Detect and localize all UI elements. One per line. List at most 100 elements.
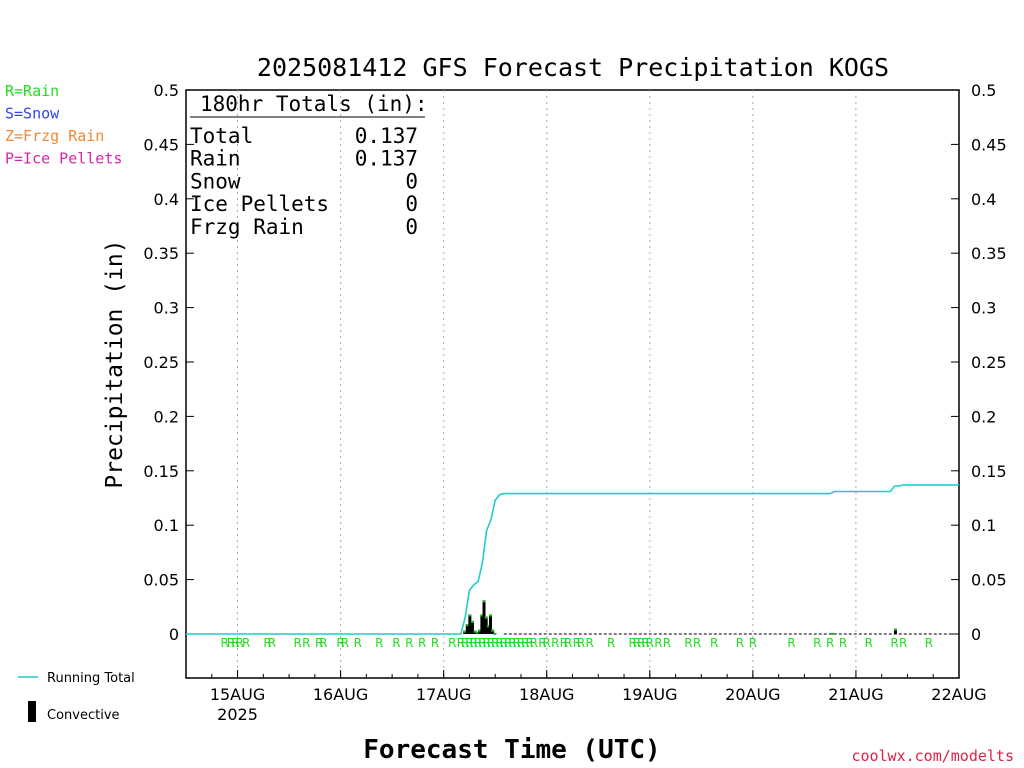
convective-bar (488, 614, 492, 634)
x-tick-year-label: 2025 (217, 705, 258, 724)
x-tick-label: 22AUG (931, 685, 986, 704)
chart-title: 2025081412 GFS Forecast Precipitation KO… (257, 53, 889, 82)
y-tick-label-left: 0.25 (143, 353, 179, 372)
y-tick-label-right: 0.15 (971, 462, 1007, 481)
rain-marker: R (482, 636, 490, 650)
credit-text: coolwx.com/modelts (851, 747, 1014, 765)
day-gridlines (237, 90, 857, 678)
rain-marker: R (684, 636, 692, 650)
convective-bar-cap (488, 614, 492, 617)
rain-marker: R (641, 636, 649, 650)
y-tick-label-left: 0.35 (143, 244, 179, 263)
totals-header: 180hr Totals (in): (200, 92, 428, 116)
rain-marker: R (461, 636, 469, 650)
rain-marker: R (637, 636, 645, 650)
totals-row-label: Rain (190, 147, 241, 171)
convective-bar-cap (476, 631, 480, 634)
rain-marker: R (465, 636, 473, 650)
rain-marker: R (495, 636, 503, 650)
running-total-path (186, 484, 959, 635)
rain-marker: R (354, 636, 362, 650)
rain-marker: R (663, 636, 671, 650)
totals-row-label: Total (190, 124, 253, 148)
totals-row-value: 0 (405, 215, 418, 239)
rain-marker: R (457, 636, 465, 650)
rain-marker: R (564, 636, 572, 650)
totals-row-value: 0.137 (355, 124, 418, 148)
totals-row-label: Ice Pellets (190, 192, 329, 216)
rain-marker: R (405, 636, 413, 650)
x-tick-label: 16AUG (313, 685, 368, 704)
rain-marker: R (826, 636, 834, 650)
totals-table: 180hr Totals (in): Total 0.137 Rain 0.137 Sn… (190, 92, 428, 239)
precip-type-legend-item: R=Rain (5, 82, 59, 100)
plot-frame (185, 89, 960, 679)
rain-marker: R (530, 636, 538, 650)
x-tick-label: 18AUG (519, 685, 574, 704)
convective-bar (486, 625, 490, 634)
rain-marker: R (839, 636, 847, 650)
convective-bar (465, 624, 469, 634)
rain-marker: R (504, 636, 512, 650)
convective-bar-cap (482, 600, 486, 603)
rain-marker: R (418, 636, 426, 650)
rain-marker: R (319, 636, 327, 650)
rain-marker: R (268, 636, 276, 650)
convective-bar-cap (486, 625, 490, 628)
y-tick-label-left: 0.3 (154, 299, 179, 318)
rain-marker: R (375, 636, 383, 650)
rain-marker: R (517, 636, 525, 650)
rain-marker: R (654, 636, 662, 650)
rain-marker: R (392, 636, 400, 650)
rain-marker: R (573, 636, 581, 650)
rain-marker: R (646, 636, 654, 650)
convective-bar (893, 628, 897, 634)
rain-marker: R (899, 636, 907, 650)
convective-bars (463, 600, 897, 635)
rain-marker: R (633, 636, 641, 650)
rain-marker: R (474, 636, 482, 650)
convective-bar (468, 614, 472, 634)
rain-marker: R (231, 636, 239, 650)
convective-bar-cap (893, 628, 897, 631)
rain-marker: R (628, 636, 636, 650)
y-axis-label: Precipitation (in) (102, 239, 128, 488)
rain-marker: R (865, 636, 873, 650)
rain-marker: R (710, 636, 718, 650)
convective-bar (478, 629, 482, 634)
rain-marker: R (813, 636, 821, 650)
y-tick-label-right: 0.35 (971, 244, 1007, 263)
rain-marker: R (560, 636, 568, 650)
rain-marker: R (500, 636, 508, 650)
convective-bar-cap (478, 629, 482, 632)
rain-marker: R (470, 636, 478, 650)
precip-type-legend-item: S=Snow (5, 105, 60, 123)
x-tick-label: 17AUG (416, 685, 471, 704)
y-tick-label-left: 0.05 (143, 571, 179, 590)
rain-marker: R (227, 636, 235, 650)
rain-marker: R (341, 636, 349, 650)
y-tick-label-left: 0.4 (154, 190, 179, 209)
x-tick-label: 20AUG (725, 685, 780, 704)
running-total-line (186, 484, 959, 635)
convective-bar-cap (468, 614, 472, 617)
y-tick-label-left: 0.2 (154, 407, 179, 426)
rain-marker: R (538, 636, 546, 650)
rain-marker: R (736, 636, 744, 650)
convective-bar-cap (830, 632, 834, 635)
convective-bar (470, 620, 474, 634)
rain-marker: R (220, 636, 228, 650)
rain-marker: R (543, 636, 551, 650)
rain-marker: R (263, 636, 271, 650)
x-axis-label: Forecast Time (UTC) (363, 735, 660, 765)
y-tick-label-right: 0.3 (971, 299, 996, 318)
convective-bar (491, 629, 495, 634)
totals-row-label: Frzg Rain (190, 215, 304, 239)
convective-legend-label: Convective (47, 708, 120, 723)
convective-swatch (28, 701, 36, 722)
rain-marker: R (242, 636, 250, 650)
y-tick-label-left: 0.15 (143, 462, 179, 481)
y-tick-label-left: 0.1 (154, 516, 179, 535)
precip-type-legend-item: Z=Frzg Rain (5, 127, 104, 145)
